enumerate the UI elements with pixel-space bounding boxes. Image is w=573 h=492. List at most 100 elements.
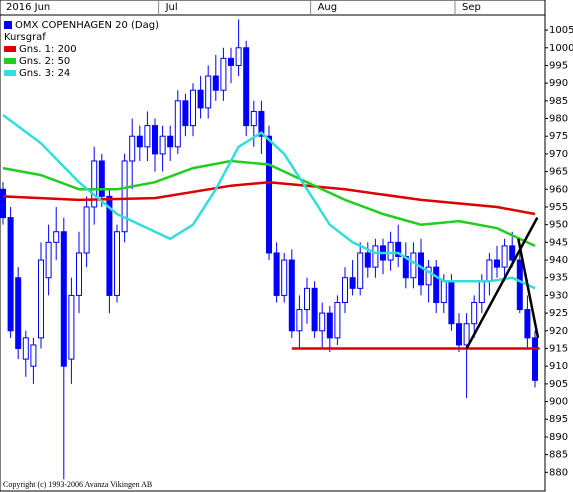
candle-body [167,135,174,148]
candle-body [311,287,318,332]
legend-label: Gns. 2: 50 [19,56,70,67]
y-tick-label: 990 [549,78,568,89]
candle-body [114,231,120,296]
candle-body [136,135,143,148]
candle-body [129,135,136,162]
copyright: Copyright (c) 1993-2006 Avanza Vikingen … [3,480,152,489]
candle-body [372,245,379,268]
title-swatch [4,21,12,29]
y-tick-label: 945 [549,237,568,248]
candle-body [433,266,440,303]
y-tick-label: 985 [549,96,568,107]
candle-body [456,323,462,346]
x-tick-label: 2016 Jun [6,2,50,13]
candle-body [197,89,204,109]
y-tick-label: 955 [549,202,568,213]
candle-body [494,259,500,268]
y-tick-label: 965 [549,167,568,178]
candle-body [342,277,348,303]
candle-body [509,245,516,261]
y-tick-label: 930 [549,290,568,301]
legend-label: Gns. 1: 200 [19,44,77,55]
candle-body [45,241,52,279]
plot-frame [0,0,546,492]
candle-body [0,188,6,219]
candle-body [144,125,151,148]
moving-average-line [2,113,536,290]
candle-body [395,241,402,257]
y-tick-label: 925 [549,308,568,319]
candle-body [60,231,67,367]
y-tick-label: 905 [549,379,568,390]
candle-body [448,280,455,325]
y-tick-label: 950 [549,220,568,231]
candle-body [30,344,37,367]
y-tick-label: 900 [549,397,568,408]
candle-body [334,301,341,339]
candle-body [516,259,523,311]
candle-body [152,125,158,155]
candle-body [38,259,44,339]
candle-body [410,252,417,279]
candle-body [387,241,394,261]
candle-body [463,323,470,346]
y-tick-label: 915 [549,343,568,354]
candle-body [357,252,364,289]
candle-body [258,110,265,137]
candle-body [15,277,22,349]
y-tick-label: 920 [549,326,568,337]
x-tick-label: Aug [318,2,338,13]
candle-body [220,57,227,91]
legend-swatch [4,46,16,52]
legend-label: Gns. 3: 24 [19,68,70,79]
candle-body [98,160,105,197]
candle-body [235,47,242,66]
candle-body [76,252,82,296]
candle-body [425,266,432,286]
y-tick-label: 940 [549,255,568,266]
candle-body [288,259,295,332]
x-tick-label: Sep [462,2,481,13]
x-tick-label: Jul [165,2,178,13]
candle-body [68,294,75,360]
candle-body [121,160,128,233]
candle-body [304,287,310,311]
y-tick-label: 895 [549,414,568,425]
moving-average-line [2,159,536,248]
y-tick-label: 1005 [549,25,573,36]
y-tick-label: 995 [549,60,568,71]
candle-body [91,160,98,208]
moving-average-line [2,180,536,216]
candle-body [349,277,356,289]
candle-body [296,309,303,332]
candle-body [478,280,485,303]
candle-body [106,195,113,296]
candle-body [174,100,181,148]
y-tick-label: 885 [549,450,568,461]
candle-body [524,309,531,339]
candle-body [7,217,14,332]
legend-swatch [4,58,16,64]
candle-body [205,75,212,109]
legend-label: Kursgraf [4,32,46,43]
candle-body [273,252,280,296]
candle-body [532,337,538,381]
candle-body [326,312,333,339]
candle-body [266,135,272,254]
candle-body [440,280,447,303]
chart-title: OMX COPENHAGEN 20 (Dag) [15,20,159,31]
y-tick-label: 960 [549,184,568,195]
candle-body [281,259,288,296]
candle-body [190,89,196,127]
annotation-line [465,217,539,350]
y-tick-label: 890 [549,432,568,443]
y-tick-label: 980 [549,114,568,125]
candle-body [486,259,493,282]
y-tick-label: 910 [549,361,568,372]
candle-body [228,57,234,66]
candle-body [53,231,60,243]
candle-body [182,100,189,127]
candle-body [364,252,371,268]
y-tick-label: 970 [549,149,568,160]
